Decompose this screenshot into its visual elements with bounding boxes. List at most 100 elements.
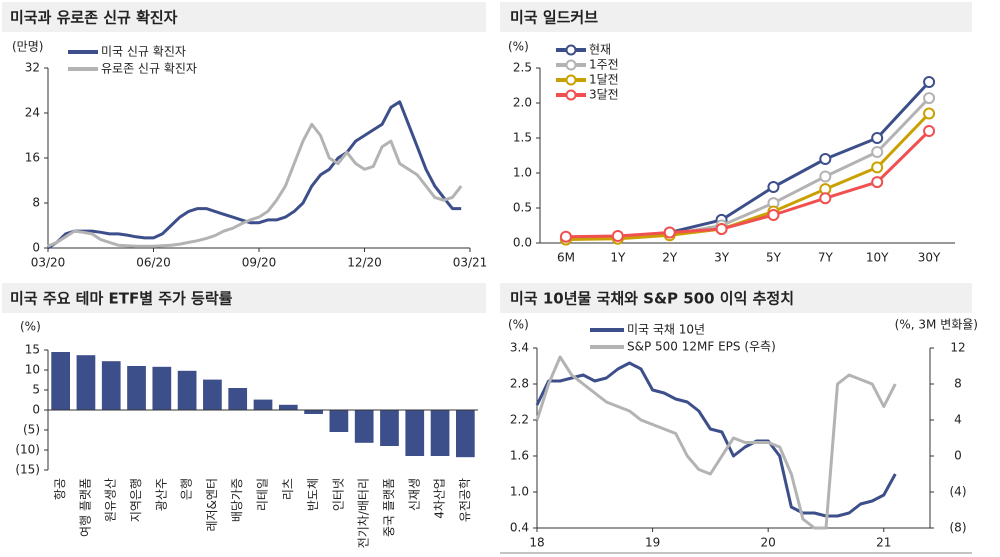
y-tick-label: 0 (32, 241, 40, 255)
y2-tick-label: 8 (954, 377, 962, 391)
series-marker (611, 230, 624, 242)
x-tick-label: 18 (529, 536, 544, 550)
panel-header (500, 283, 972, 313)
y-axis-label: (%) (508, 40, 529, 54)
x-tick-label: 4차산업 (433, 478, 447, 519)
y-tick-label: 0.0 (513, 236, 532, 250)
bar (203, 379, 222, 410)
x-tick-label: 항공 (53, 478, 67, 500)
x-tick-label: 은행 (179, 478, 194, 500)
y-tick-label: 1.5 (513, 131, 532, 145)
legend-marker (565, 44, 577, 56)
y-tick-label: 2.5 (513, 61, 532, 75)
x-tick-label: 여행 플랫폼 (77, 478, 92, 537)
legend-label: 1주전 (589, 58, 619, 72)
y-tick-label: 1.0 (510, 485, 529, 499)
bar (101, 361, 121, 410)
series-line (565, 129, 931, 239)
y2-tick-label: (4) (950, 485, 967, 499)
series-line (535, 355, 897, 530)
y-tick-label: 1.0 (513, 166, 532, 180)
bar (405, 410, 425, 456)
bar (76, 355, 96, 410)
legend-label: 1달전 (589, 73, 619, 87)
x-tick-label: 신재생 (407, 478, 421, 511)
legend-label: 미국 신규 확진자 (101, 45, 186, 59)
x-tick-label: 5Y (766, 251, 782, 265)
x-tick-label: 리츠 (281, 478, 295, 500)
series-line (565, 112, 931, 241)
y-tick-label: 8 (32, 196, 40, 210)
y-axis-label: (%) (20, 320, 41, 334)
x-tick-label: 배당가증 (230, 478, 244, 522)
series-marker (871, 176, 884, 189)
bar (455, 410, 475, 458)
bar (304, 410, 323, 414)
y-tick-label: 0 (32, 403, 40, 417)
x-tick-label: 7Y (818, 251, 834, 265)
series-marker (819, 153, 832, 165)
y-tick-label: 10 (25, 363, 40, 377)
x-tick-label: 30Y (918, 251, 941, 265)
x-tick-label: 인터넷 (331, 478, 345, 511)
series-marker (819, 192, 832, 205)
y-tick-label: 5 (32, 383, 40, 397)
y2-tick-label: 12 (950, 341, 965, 355)
bar (430, 410, 450, 456)
y-tick-label: 2.2 (510, 413, 529, 427)
series-line (535, 361, 897, 518)
y-tick-label: (10) (15, 443, 40, 457)
x-tick-label: 6M (557, 251, 575, 265)
x-tick-label: 10Y (866, 251, 889, 265)
legend-label: 현재 (589, 43, 611, 57)
y-axis-label: (만명) (12, 40, 43, 54)
x-tick-label: 지역은행 (128, 478, 143, 522)
y-tick-label: (15) (15, 463, 40, 477)
x-tick-label: 반도체 (306, 478, 320, 511)
bar (278, 404, 298, 410)
x-tick-label: 20 (761, 536, 776, 550)
bar (354, 410, 374, 443)
x-tick-label: 원유생산 (104, 478, 118, 522)
legend-label: 미국 국채 10년 (627, 323, 705, 337)
y-tick-label: 32 (25, 61, 40, 75)
x-tick-label: 21 (876, 536, 891, 550)
x-tick-label: 03/21 (453, 256, 488, 270)
series-marker (871, 132, 884, 144)
panel-header (2, 2, 486, 32)
y-tick-label: (5) (23, 423, 40, 437)
series-marker (871, 146, 884, 158)
series-marker (923, 125, 936, 137)
x-tick-label: 레저&엔터 (205, 478, 219, 532)
x-tick-label: 3Y (714, 251, 730, 265)
x-tick-label: 09/20 (242, 256, 277, 270)
y2-axis-label: (%, 3M 변화율) (895, 318, 978, 332)
legend-marker (565, 89, 577, 101)
y-tick-label: 0.5 (513, 201, 532, 215)
x-tick-label: 리테일 (256, 478, 270, 511)
bar (228, 388, 248, 410)
legend-marker (565, 74, 577, 86)
y2-tick-label: 4 (954, 413, 962, 427)
y-tick-label: 1.6 (510, 449, 529, 463)
bar (51, 352, 71, 410)
series-marker (923, 92, 936, 105)
series-line (47, 100, 462, 250)
series-marker (819, 170, 832, 183)
y2-tick-label: 0 (954, 449, 962, 463)
panel-header (2, 283, 486, 313)
series-marker (715, 223, 728, 235)
y-tick-label: 15 (25, 343, 40, 357)
series-marker (767, 209, 780, 221)
x-tick-label: 광산주 (154, 478, 168, 511)
legend-label: S&P 500 12MF EPS (우측) (627, 340, 776, 354)
bar (329, 410, 349, 432)
series-marker (923, 76, 936, 88)
legend-label: 3달전 (589, 88, 619, 102)
y-tick-label: 24 (25, 106, 40, 120)
x-tick-label: 전기차/배터리 (357, 478, 371, 548)
x-tick-label: 12/20 (347, 256, 382, 270)
series-line (47, 122, 463, 248)
